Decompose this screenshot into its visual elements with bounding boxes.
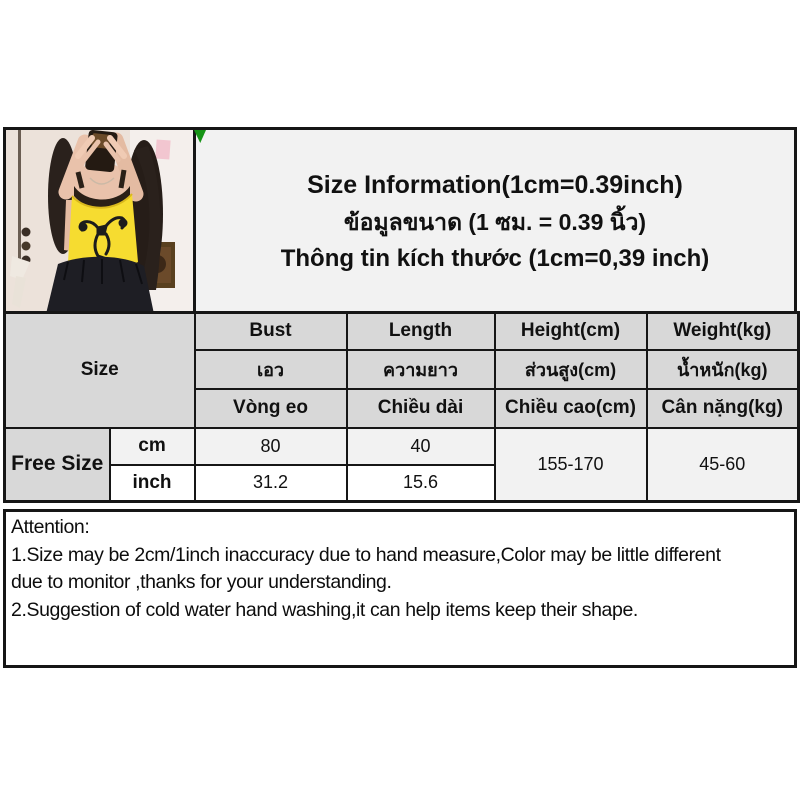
- unit-cm-cell: cm: [108, 426, 196, 466]
- weight-range-value: 45-60: [645, 426, 800, 503]
- title-english: Size Information(1cm=0.39inch): [307, 171, 683, 199]
- height-range-value: 155-170: [493, 426, 648, 503]
- header-length-th: ความยาว: [345, 348, 496, 390]
- header-length: Length: [345, 311, 496, 351]
- model-selfie-illustration: [6, 130, 193, 314]
- title-vietnamese: Thông tin kích thước (1cm=0,39 inch): [280, 245, 710, 272]
- size-label-cell: Size: [3, 311, 196, 429]
- header-height-th: ส่วนสูง(cm): [493, 348, 648, 390]
- header-length-vi: Chiều dài: [345, 387, 496, 429]
- top-section: Size Information(1cm=0.39inch) ข้อมูลขนา…: [3, 127, 797, 314]
- length-cm-value: 40: [345, 426, 496, 466]
- attention-note: Attention: 1.Size may be 2cm/1inch inacc…: [3, 509, 797, 668]
- header-height-vi: Chiều cao(cm): [493, 387, 648, 429]
- table-row-headers-vietnamese: Vòng eo Chiều dài Chiều cao(cm) Cân nặng…: [5, 387, 800, 429]
- attention-line-2: due to monitor ,thanks for your understa…: [11, 571, 392, 593]
- unit-inch-cell: inch: [108, 463, 196, 503]
- header-weight-th: น้ำหนัก(kg): [645, 348, 800, 390]
- table-row-inch: inch 31.2 15.6: [5, 463, 799, 503]
- attention-line-1: 1.Size may be 2cm/1inch inaccuracy due t…: [11, 543, 721, 566]
- table-row-cm: Free Size cm 80 40 155-170 45-60: [3, 426, 800, 503]
- table-row-headers-english: Size Bust Length Height(cm) Weight(kg): [3, 311, 800, 429]
- header-weight: Weight(kg): [645, 311, 800, 351]
- product-photo: [6, 130, 196, 314]
- header-weight-vi: Cân nặng(kg): [645, 387, 800, 429]
- size-table: Size Bust Length Height(cm) Weight(kg) เ…: [3, 311, 800, 503]
- header-bust-th: เอว: [193, 348, 348, 390]
- header-height: Height(cm): [493, 311, 648, 351]
- free-size-label-cell: Free Size: [3, 426, 111, 503]
- length-inch-value: 15.6: [345, 463, 496, 503]
- attention-line-3: 2.Suggestion of cold water hand washing,…: [11, 598, 638, 621]
- table-row-headers-thai: เอว ความยาว ส่วนสูง(cm) น้ำหนัก(kg): [5, 348, 800, 390]
- bust-cm-value: 80: [193, 426, 348, 466]
- header-bust: Bust: [193, 311, 348, 351]
- bust-inch-value: 31.2: [193, 463, 348, 503]
- header-bust-vi: Vòng eo: [193, 387, 348, 429]
- attention-heading: Attention:: [11, 516, 90, 538]
- title-thai: ข้อมูลขนาด (1 ซม. = 0.39 นิ้ว): [343, 209, 647, 235]
- title-block: Size Information(1cm=0.39inch) ข้อมูลขนา…: [196, 130, 794, 314]
